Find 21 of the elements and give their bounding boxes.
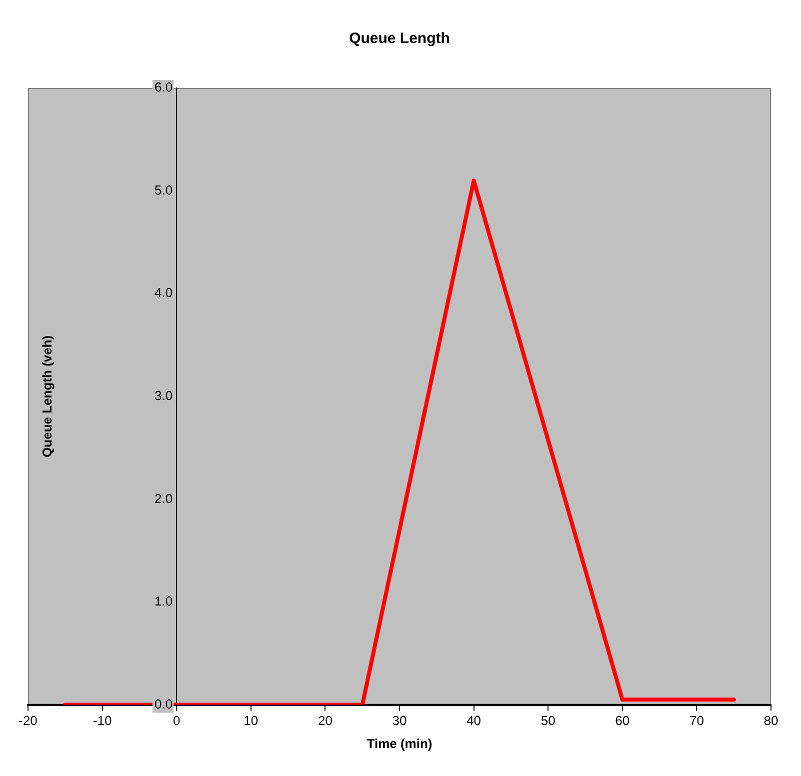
x-tick-label: 80 <box>764 713 778 728</box>
x-tick-label: 40 <box>466 713 482 728</box>
x-tick-label: 50 <box>540 713 556 728</box>
x-tick-label: -20 <box>18 713 38 728</box>
x-tick-label: 20 <box>318 713 332 728</box>
y-tick-label: 5.0 <box>154 182 173 198</box>
y-tick-label: 2.0 <box>154 490 173 506</box>
y-tick-label: 6.0 <box>154 80 173 95</box>
x-tick-label: 60 <box>615 713 630 728</box>
y-axis-title: Queue Length (veh) <box>40 335 55 458</box>
x-tick-label: 0 <box>172 713 180 728</box>
x-tick-label: 30 <box>392 713 407 728</box>
x-tick-label: 10 <box>244 713 258 728</box>
x-tick-label: 70 <box>689 713 704 728</box>
y-tick-label: 1.0 <box>154 594 173 609</box>
chart-title: Queue Length <box>349 30 450 48</box>
y-tick-label: 3.0 <box>154 388 173 403</box>
x-tick-label: -10 <box>92 713 112 728</box>
y-tick-label: 4.0 <box>154 285 173 300</box>
y-tick-label: 0.0 <box>154 696 173 712</box>
x-axis-title: Time (min) <box>366 736 432 751</box>
